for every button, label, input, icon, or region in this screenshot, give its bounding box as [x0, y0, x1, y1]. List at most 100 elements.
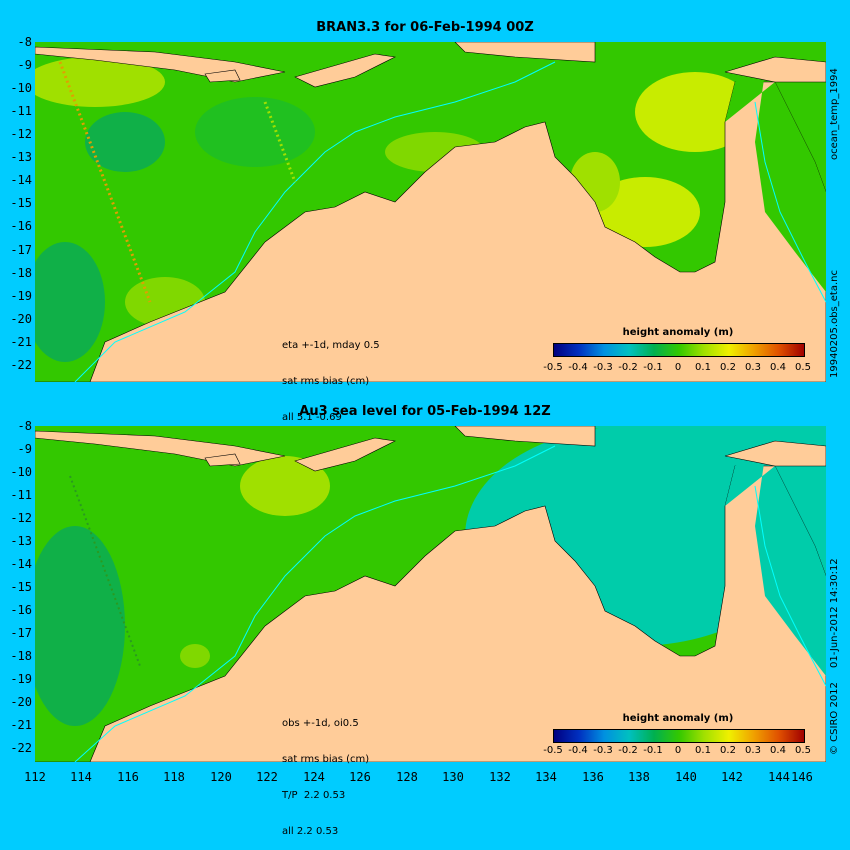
- lat-label: -15: [10, 196, 32, 210]
- top-map-panel: [35, 42, 826, 382]
- colorbar-tick: 0.5: [795, 362, 811, 373]
- colorbar-tick: -0.1: [643, 745, 663, 756]
- lon-label: 144: [768, 770, 790, 784]
- island-land: [724, 56, 826, 83]
- lat-label: -20: [10, 312, 32, 326]
- lat-label: -19: [10, 672, 32, 686]
- colorbar-tick: 0.2: [720, 362, 736, 373]
- colorbar-tick: 0.2: [720, 745, 736, 756]
- bathymetry-contour: [754, 485, 826, 687]
- lon-label: 132: [489, 770, 511, 784]
- anomaly-blob: [35, 526, 125, 726]
- lon-label: 114: [70, 770, 92, 784]
- top-colorbar-title: height anomaly (m): [622, 327, 734, 338]
- colorbar-tick: 0.3: [745, 362, 761, 373]
- colorbar-tick: -0.5: [543, 745, 563, 756]
- annotation-line: sat rms bias (cm): [282, 376, 370, 387]
- lon-label: 134: [535, 770, 557, 784]
- lon-label: 122: [256, 770, 278, 784]
- bottom-map-plot: [35, 426, 826, 762]
- lon-label: 116: [117, 770, 139, 784]
- colorbar-tick: -0.2: [618, 745, 638, 756]
- lat-label: -11: [10, 104, 32, 118]
- anomaly-blob: [35, 57, 165, 107]
- annotation-line: sat rms bias (cm): [282, 754, 370, 765]
- gulf-ocean: [725, 456, 826, 676]
- lon-label: 118: [163, 770, 185, 784]
- island-land: [204, 453, 241, 467]
- colorbar-tick: 0.1: [695, 745, 711, 756]
- colorbar-tick: -0.4: [568, 362, 588, 373]
- lat-label: -11: [10, 488, 32, 502]
- lat-label: -18: [10, 649, 32, 663]
- anomaly-blob: [180, 644, 210, 668]
- anomaly-blob: [195, 97, 315, 167]
- lon-label: 138: [628, 770, 650, 784]
- lat-label: -9: [17, 442, 32, 456]
- island-land: [724, 440, 826, 467]
- colorbar-tick: 0.5: [795, 745, 811, 756]
- top-map-title: BRAN3.3 for 06-Feb-1994 00Z: [316, 20, 534, 35]
- lat-label: -9: [17, 58, 32, 72]
- lat-label: -20: [10, 695, 32, 709]
- lat-label: -14: [10, 557, 32, 571]
- lat-label: -16: [10, 603, 32, 617]
- lon-label: 136: [582, 770, 604, 784]
- lat-label: -12: [10, 127, 32, 141]
- colorbar-tick: -0.4: [568, 745, 588, 756]
- bathymetry-contour: [74, 445, 556, 762]
- lat-label: -10: [10, 465, 32, 479]
- lat-label: -19: [10, 289, 32, 303]
- lat-label: -17: [10, 626, 32, 640]
- lon-label: 120: [210, 770, 232, 784]
- lon-label: 128: [396, 770, 418, 784]
- bathymetry-contour: [74, 61, 556, 382]
- colorbar-tick: 0: [674, 745, 682, 756]
- lon-label: 112: [24, 770, 46, 784]
- colorbar-tick: 0.4: [770, 745, 786, 756]
- colorbar-tick: -0.5: [543, 362, 563, 373]
- lat-label: -8: [17, 35, 32, 49]
- colorbar-tick: -0.1: [643, 362, 663, 373]
- anomaly-blob: [35, 242, 105, 362]
- lat-label: -10: [10, 81, 32, 95]
- island-land: [294, 437, 396, 472]
- annotation-line: all 2.2 0.53: [282, 826, 339, 837]
- anomaly-blob: [240, 456, 330, 516]
- lat-label: -21: [10, 718, 32, 732]
- annotation-line: eta +-1d, mday 0.5: [282, 340, 380, 351]
- bottom-map-title: Au3 sea level for 05-Feb-1994 12Z: [299, 404, 551, 419]
- anomaly-blob: [85, 112, 165, 172]
- colorbar-tick: -0.2: [618, 362, 638, 373]
- island-land: [454, 426, 596, 447]
- satellite-track: [263, 101, 297, 183]
- bottom-map-panel: [35, 426, 826, 762]
- lat-label: -22: [10, 358, 32, 372]
- lon-label: 126: [349, 770, 371, 784]
- lat-label: -15: [10, 580, 32, 594]
- lon-label: 146: [791, 770, 813, 784]
- top-annotation: eta +-1d, mday 0.5 sat rms bias (cm) all…: [282, 316, 380, 436]
- annotation-line: obs +-1d, oi0.5: [282, 718, 359, 729]
- lat-label: -17: [10, 243, 32, 257]
- lat-label: -13: [10, 150, 32, 164]
- lat-label: -21: [10, 335, 32, 349]
- colorbar-tick: -0.3: [593, 362, 613, 373]
- annotation-line: all 5.1 -0.69: [282, 412, 342, 423]
- colorbar-tick: 0.4: [770, 362, 786, 373]
- island-land: [204, 69, 241, 83]
- island-land: [294, 53, 396, 88]
- lat-label: -18: [10, 266, 32, 280]
- top-colorbar: [553, 343, 805, 357]
- colorbar-tick: 0.3: [745, 745, 761, 756]
- island-land: [454, 42, 596, 63]
- lon-label: 142: [721, 770, 743, 784]
- lon-label: 130: [442, 770, 464, 784]
- lat-label: -8: [17, 419, 32, 433]
- bottom-colorbar-title: height anomaly (m): [622, 713, 734, 724]
- bottom-side-label-date: 01-Jun-2012 14:30:12: [829, 558, 840, 668]
- colorbar-tick: 0.1: [695, 362, 711, 373]
- lat-label: -13: [10, 534, 32, 548]
- lat-label: -22: [10, 741, 32, 755]
- top-side-label-2: 19940205.obs_eta.nc: [829, 270, 840, 378]
